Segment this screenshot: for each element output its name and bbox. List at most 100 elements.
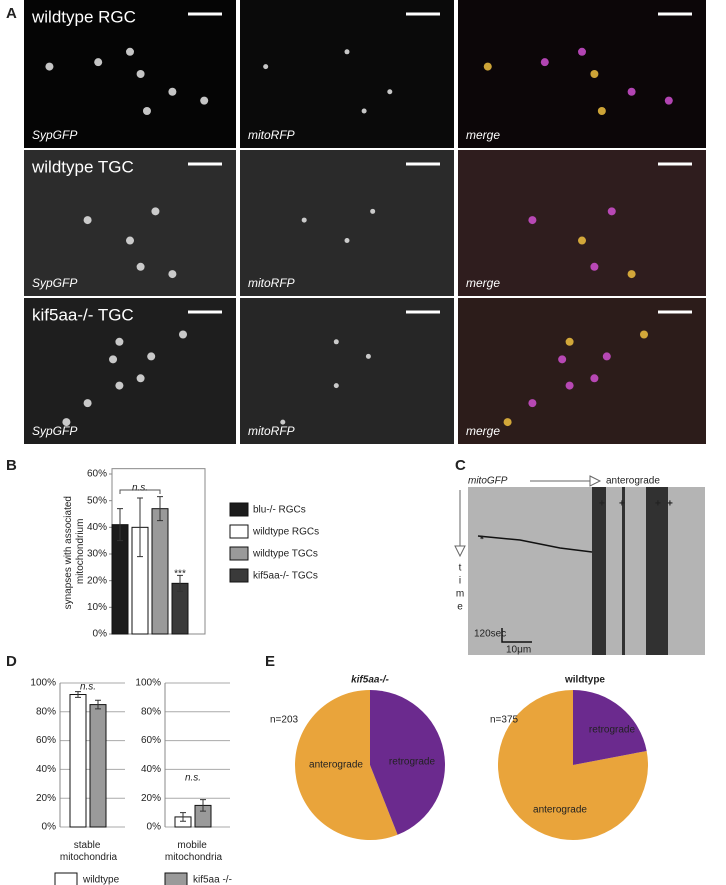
panel-letter: E	[265, 653, 275, 670]
signal-spot	[602, 352, 611, 361]
y-tick-label: 0%	[42, 822, 57, 833]
signal-spot	[590, 70, 599, 78]
signal-spot	[607, 207, 616, 216]
kymo-marker: *	[480, 535, 484, 546]
y-tick-label: 10%	[87, 602, 107, 613]
legend-label: wildtype RGCs	[252, 527, 319, 538]
time-letter: m	[456, 589, 464, 600]
legend-swatch	[164, 872, 188, 885]
signal-spot	[370, 208, 376, 214]
error-bar	[180, 812, 186, 822]
bar	[89, 704, 107, 828]
y-tick-label: 60%	[141, 735, 161, 746]
channel-label: SypGFP	[32, 128, 77, 142]
micrograph	[240, 150, 454, 296]
x-tick-label: stable mitochondria	[60, 840, 118, 863]
y-axis-label: synapses with associated mitochondrium	[63, 493, 86, 609]
image-title: wildtype RGC	[31, 7, 136, 26]
micrograph	[24, 298, 236, 444]
signal-spot	[115, 337, 124, 346]
channel-label: mitoRFP	[248, 276, 295, 290]
channel-label: mitoRFP	[248, 424, 295, 438]
channel-label: merge	[466, 424, 500, 438]
signal-spot	[179, 330, 187, 339]
legend-label: wildtype	[82, 875, 120, 885]
signal-spot	[387, 89, 393, 95]
annotation: n.s.	[80, 682, 96, 693]
signal-spot	[142, 107, 151, 115]
kymo-marker: +	[667, 499, 673, 510]
signal-spot	[565, 337, 574, 346]
signal-spot	[94, 58, 103, 67]
signal-spot	[333, 339, 339, 345]
legend-swatch	[229, 524, 249, 539]
signal-spot	[344, 238, 350, 244]
error-bar	[177, 574, 183, 592]
channel-label: SypGFP	[32, 276, 77, 290]
y-tick-label: 20%	[87, 575, 107, 586]
signal-spot	[263, 64, 269, 70]
bar	[69, 694, 87, 828]
kymo-marker: +	[619, 499, 625, 510]
annotation: n.s.	[132, 483, 148, 494]
micrograph	[24, 0, 236, 148]
slice-label: retrograde	[589, 725, 636, 736]
legend-label: kif5aa -/-	[193, 875, 232, 885]
kymo-marker: +	[655, 499, 661, 510]
signal-spot	[136, 374, 145, 383]
legend-swatch	[229, 568, 249, 583]
pie-slice	[370, 690, 445, 835]
signal-spot	[627, 270, 636, 279]
y-tick-label: 40%	[87, 522, 107, 533]
arrow-head	[589, 475, 602, 487]
y-tick-label: 80%	[36, 706, 56, 717]
signal-spot	[136, 262, 145, 271]
x-tick-label: mobile mitochondria	[165, 840, 223, 863]
y-tick-label: 0%	[93, 629, 108, 640]
channel-label: merge	[466, 276, 500, 290]
signal-spot	[45, 62, 54, 71]
signal-spot	[280, 419, 286, 425]
image-title: kif5aa-/- TGC	[32, 305, 134, 324]
slice-label: retrograde	[389, 757, 436, 768]
signal-spot	[151, 207, 160, 216]
micrograph	[24, 150, 236, 296]
time-letter: i	[459, 576, 461, 587]
time-letter: e	[457, 602, 463, 613]
panel-letter: C	[455, 457, 466, 474]
signal-spot	[578, 47, 586, 56]
micrograph	[240, 298, 454, 444]
y-tick-label: 100%	[30, 678, 56, 689]
legend-swatch	[54, 872, 78, 885]
kymograph-band	[622, 487, 625, 655]
kymograph-track	[477, 535, 593, 553]
signal-spot	[590, 262, 599, 271]
signal-spot	[627, 87, 636, 96]
signal-spot	[597, 107, 606, 115]
time-scale: 120sec	[474, 629, 506, 640]
scale-bracket	[501, 628, 532, 643]
legend-label: blu-/- RGCs	[253, 505, 306, 516]
signal-spot	[528, 399, 537, 408]
micrograph	[458, 150, 706, 296]
pie-count: n=375	[490, 715, 519, 726]
legend-label: wildtype TGCs	[252, 549, 318, 560]
signal-spot	[664, 96, 673, 105]
signal-spot	[136, 70, 145, 78]
y-tick-label: 0%	[147, 822, 162, 833]
signal-spot	[590, 374, 599, 383]
panel-letter: B	[6, 457, 17, 474]
kymograph-band	[646, 487, 664, 655]
legend-swatch	[229, 502, 249, 517]
y-tick-label: 30%	[87, 549, 107, 560]
error-bar	[95, 699, 101, 710]
pie-title: kif5aa-/-	[351, 675, 389, 686]
annotation: ***	[174, 569, 186, 580]
distance-scale: 10μm	[506, 645, 531, 656]
signal-spot	[503, 418, 512, 427]
error-bar	[137, 497, 143, 558]
error-bar	[157, 496, 163, 522]
error-bar	[117, 508, 123, 542]
signal-spot	[200, 96, 209, 105]
pie-count: n=203	[270, 715, 299, 726]
